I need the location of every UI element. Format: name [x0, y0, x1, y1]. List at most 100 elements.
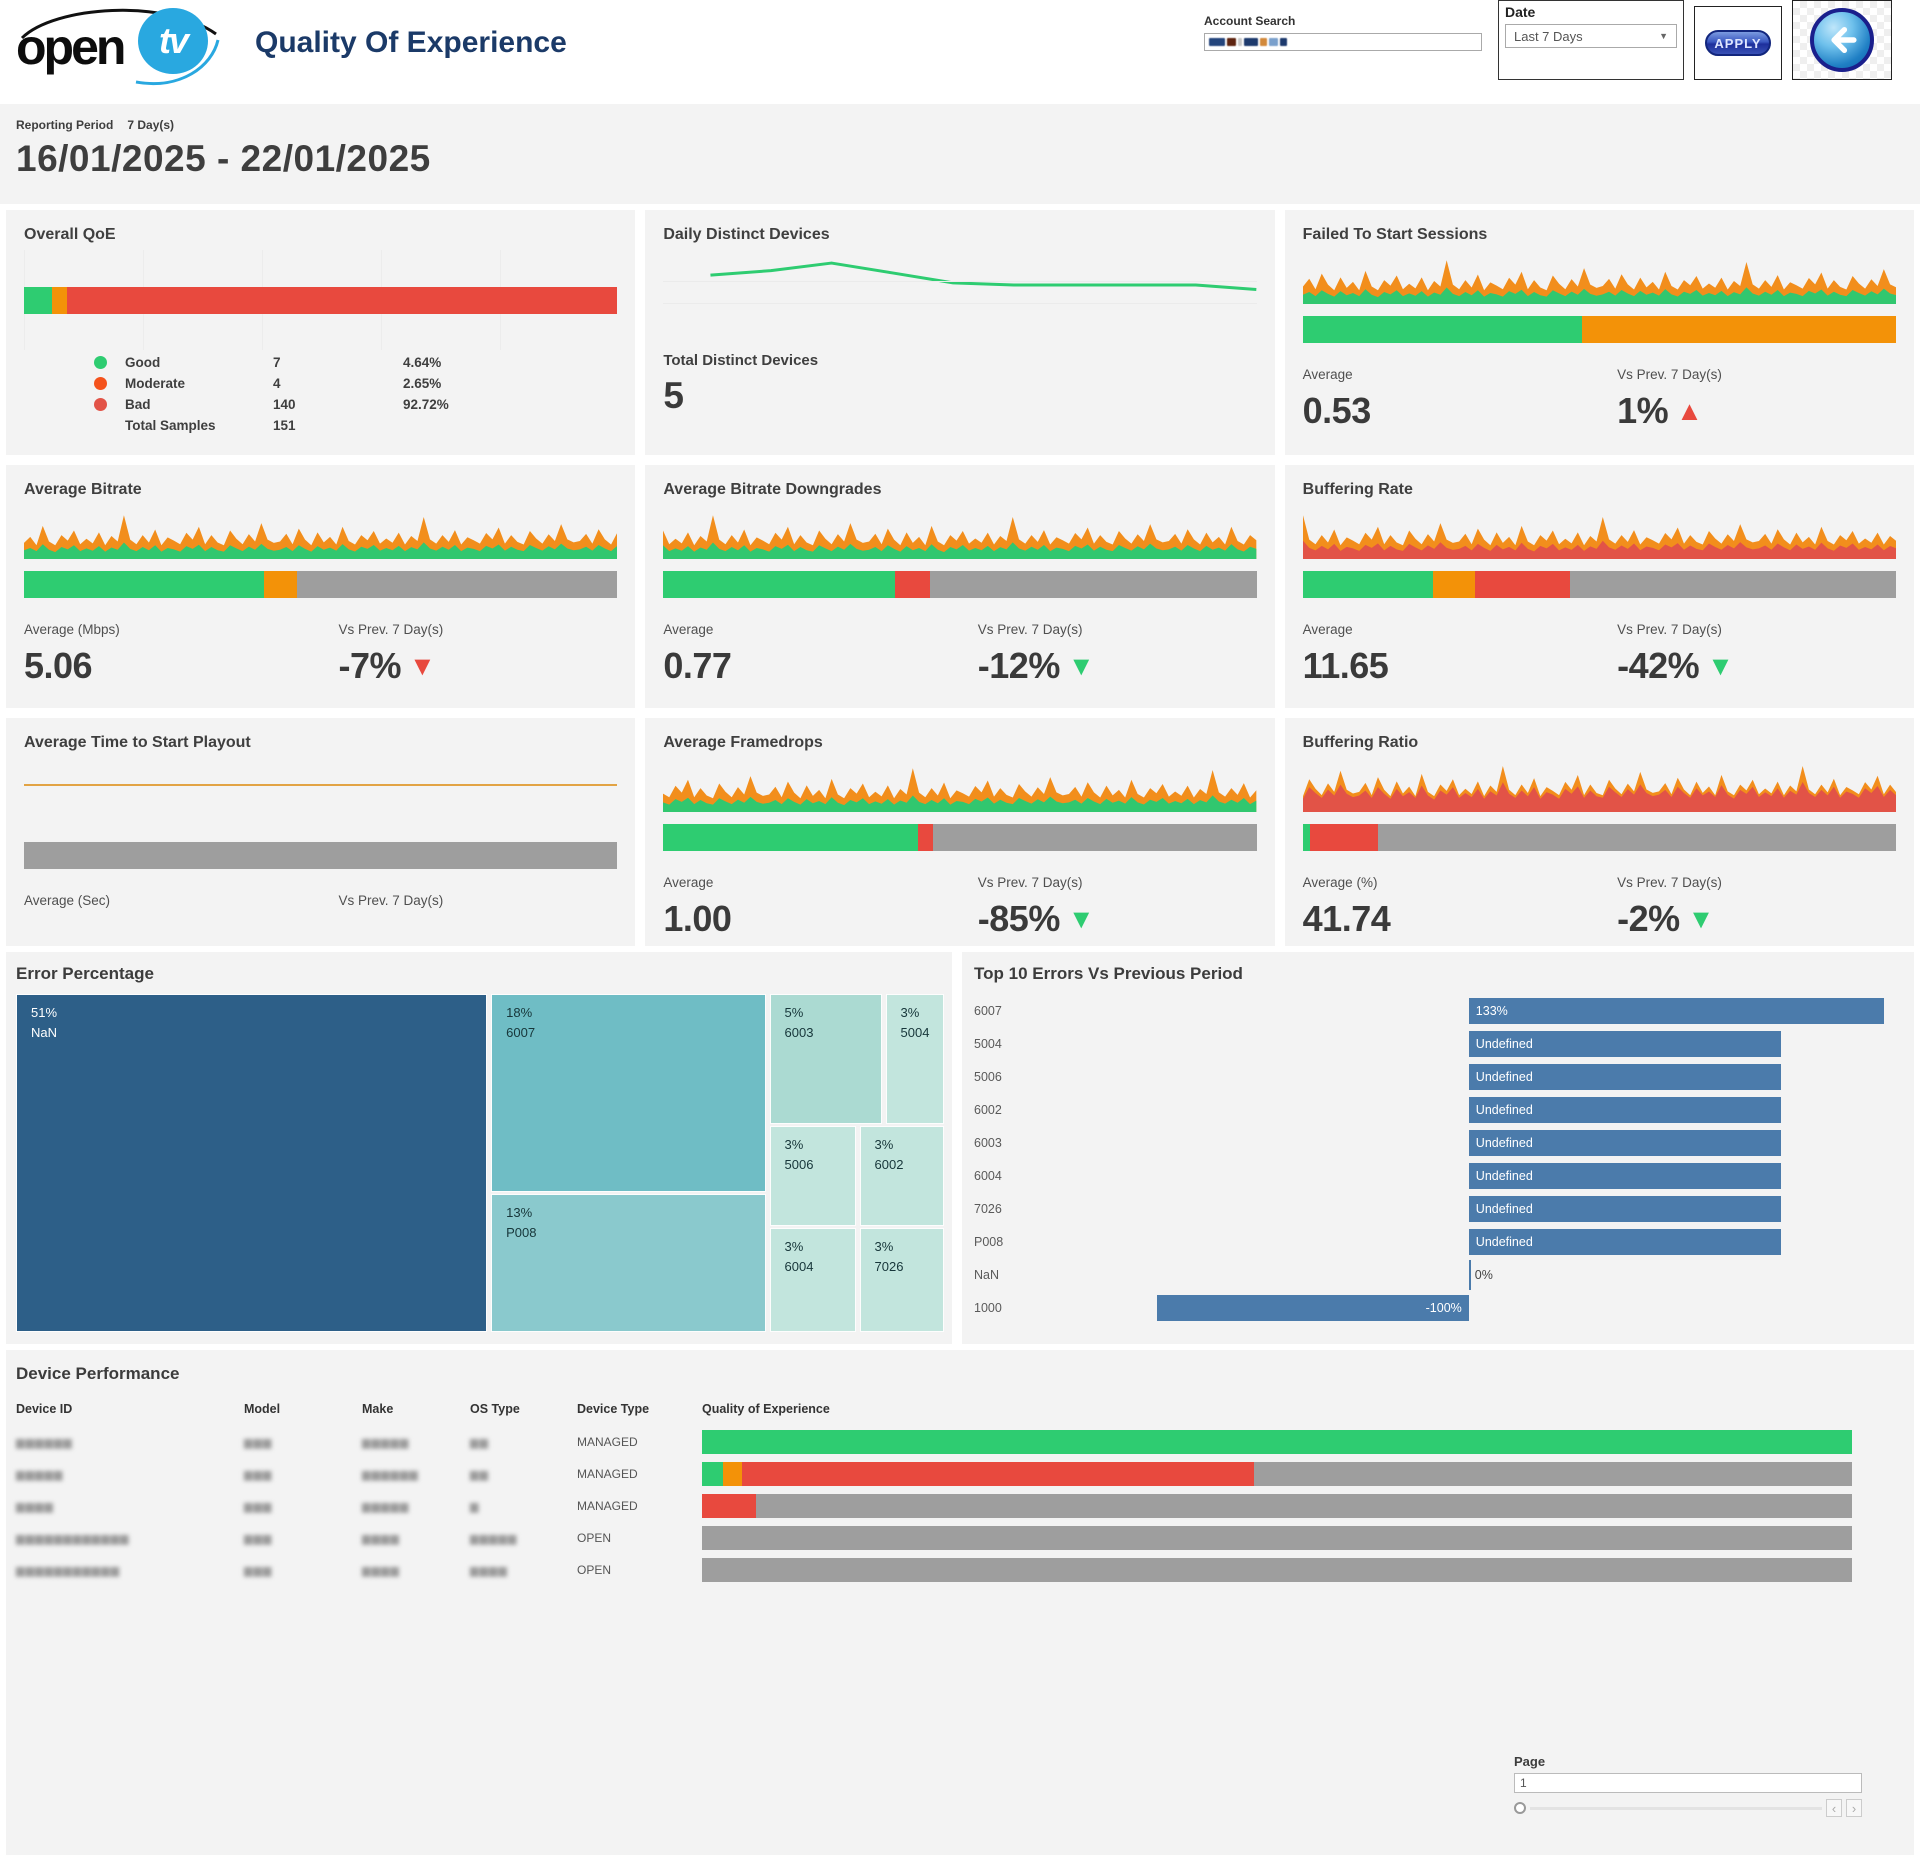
- treemap-node-code: 6003: [784, 1024, 814, 1040]
- bar-segment: [933, 824, 1257, 851]
- bar-segment: [24, 286, 52, 314]
- treemap-node-5006[interactable]: 3% 5006: [769, 1126, 856, 1227]
- top10-plot: Undefined: [1154, 1229, 1900, 1255]
- legend-count: 4: [273, 376, 281, 391]
- reporting-period-label: Reporting Period 7 Day(s): [16, 118, 1920, 132]
- device-type-value: MANAGED: [577, 1435, 638, 1449]
- back-button[interactable]: [1810, 8, 1874, 72]
- device-type-cell: OPEN: [577, 1554, 702, 1586]
- redacted-text: ▆▆▆▆▆: [16, 1468, 64, 1481]
- account-search-input[interactable]: [1204, 33, 1482, 51]
- treemap-node-7026[interactable]: 3% 7026: [859, 1228, 944, 1332]
- legend-label: Total Samples: [125, 418, 216, 433]
- bar-segment: [1309, 824, 1378, 851]
- treemap-node-code: 7026: [874, 1258, 904, 1274]
- card-title-average-time-to-start-playout: Average Time to Start Playout: [24, 734, 251, 751]
- top10-plot: Undefined: [1154, 1163, 1900, 1189]
- stat-label: Vs Prev. 7 Day(s): [1617, 875, 1722, 890]
- stat-value: -7% ▼: [338, 645, 617, 687]
- device-performance-panel: Device Performance Device ID Model Make OS …: [6, 1350, 1914, 1855]
- top10-bar-P008[interactable]: Undefined: [1468, 1229, 1781, 1255]
- top10-row-6002: 6002 Undefined: [974, 1097, 1900, 1123]
- page-slider-track[interactable]: [1530, 1806, 1822, 1810]
- redacted-text: ▆▆▆▆: [470, 1564, 508, 1577]
- card-stats: Average (Sec) Vs Prev. 7 Day(s): [24, 893, 617, 908]
- device-qoe-bar: [702, 1558, 1852, 1582]
- treemap-node-percent: 18%: [506, 1005, 533, 1020]
- stat-block: Average (%) 41.74: [1303, 875, 1617, 940]
- treemap-node-percent: 5%: [784, 1005, 804, 1020]
- bar-segment: [51, 286, 68, 314]
- treemap-node-percent: 13%: [506, 1205, 533, 1221]
- treemap-node-6003[interactable]: 5% 6003: [769, 994, 882, 1125]
- stat-label: Vs Prev. 7 Day(s): [338, 893, 444, 908]
- treemap-node-6007[interactable]: 18% 6007: [491, 994, 766, 1193]
- redacted-text: ▆▆▆▆▆▆▆▆▆▆▆▆: [16, 1532, 130, 1545]
- legend-count: 151: [273, 418, 296, 433]
- device-type-value: OPEN: [577, 1563, 612, 1577]
- legend-label: Moderate: [125, 376, 186, 391]
- top10-category-label: P008: [974, 1235, 1004, 1249]
- stat-label: Average (%): [1302, 875, 1378, 890]
- top10-bar-1000[interactable]: -100%: [1156, 1295, 1469, 1321]
- treemap-node-code: 6002: [874, 1156, 904, 1172]
- top10-row-5006: 5006 Undefined: [974, 1064, 1900, 1090]
- metric-progress-bar: [1302, 571, 1896, 598]
- treemap-node-percent: 3%: [784, 1137, 804, 1153]
- sparkline-chart: [1302, 513, 1896, 559]
- redacted-text-block: [1269, 38, 1278, 46]
- top10-row-NaN: NaN 0%: [974, 1260, 1900, 1290]
- stat-value: 1.00: [663, 898, 977, 940]
- top10-category-label: 5006: [974, 1070, 1002, 1084]
- top10-errors-chart: 6007 133% 5004 Undefined 5006 Undefined 6002 Un…: [974, 998, 1900, 1321]
- qoe-cell: [702, 1458, 1852, 1490]
- metric-progress-bar: [663, 824, 1257, 851]
- redacted-text: ▆▆: [470, 1468, 489, 1481]
- top10-category-label: 1000: [974, 1301, 1002, 1315]
- top10-bar-5006[interactable]: Undefined: [1468, 1064, 1781, 1090]
- redacted-text: ▆▆▆: [244, 1500, 273, 1513]
- column-header: Quality of Experience: [702, 1402, 830, 1416]
- date-select[interactable]: Last 7 Days ▼: [1505, 24, 1677, 48]
- stat-value: 11.65: [1303, 645, 1617, 687]
- page-slider: ‹ ›: [1514, 1799, 1862, 1817]
- qoe-legend: Good 7 4.64% Moderate 4 2.65% Bad 140 92.72% Tota…: [24, 352, 617, 436]
- redacted-text: ▆▆▆▆▆: [470, 1532, 518, 1545]
- error-percentage-treemap: 51% NaN 18% 6007 13% P008 5% 6003 3% 5004 3% 5006 3%…: [16, 994, 944, 1332]
- treemap-node-6004[interactable]: 3% 6004: [769, 1228, 856, 1332]
- top10-bar-6004[interactable]: Undefined: [1468, 1163, 1781, 1189]
- metric-progress-bar: [24, 842, 618, 869]
- page-number-input[interactable]: [1514, 1773, 1862, 1793]
- kpi-cards-grid: Overall QoE Good 7 4.64% Moderate 4 2.65% Bad 14…: [6, 210, 1914, 946]
- treemap-node-percent: 3%: [900, 1005, 920, 1020]
- top10-bar-6003[interactable]: Undefined: [1468, 1130, 1781, 1156]
- reporting-period-text: Reporting Period: [16, 118, 114, 132]
- pagination-control: Page ‹ ›: [1514, 1754, 1862, 1817]
- stat-number: -42%: [1617, 645, 1700, 686]
- top10-bar-7026[interactable]: Undefined: [1468, 1196, 1781, 1222]
- treemap-node-6002[interactable]: 3% 6002: [859, 1126, 944, 1227]
- top10-plot: Undefined: [1154, 1064, 1900, 1090]
- logo-text-tv: tv: [158, 20, 189, 61]
- stat-value: -12% ▼: [978, 645, 1257, 687]
- bar-segment: [702, 1494, 757, 1518]
- top10-bar-6007[interactable]: 133%: [1468, 998, 1884, 1024]
- top10-bar-5004[interactable]: Undefined: [1468, 1031, 1781, 1057]
- page-prev-button[interactable]: ‹: [1826, 1799, 1842, 1817]
- flat-trend-line: [24, 784, 618, 786]
- legend-row: Good 7 4.64%: [24, 352, 617, 373]
- treemap-node-NaN[interactable]: 51% NaN: [16, 994, 488, 1332]
- top10-bar-6002[interactable]: Undefined: [1468, 1097, 1781, 1123]
- stat-number: 11.65: [1302, 645, 1389, 686]
- trend-down-icon: ▼: [1067, 650, 1095, 681]
- page-next-button[interactable]: ›: [1846, 1799, 1862, 1817]
- qoe-cell: [702, 1490, 1852, 1522]
- apply-button[interactable]: APPLY: [1705, 30, 1771, 56]
- treemap-node-5004[interactable]: 3% 5004: [885, 994, 944, 1125]
- model-cell: ▆▆▆: [244, 1554, 362, 1586]
- top10-bar-value: 0%: [1474, 1268, 1493, 1282]
- legend-dot-icon: [94, 398, 107, 411]
- metric-progress-bar: [1302, 824, 1896, 851]
- treemap-node-P008[interactable]: 13% P008: [491, 1194, 766, 1332]
- page-slider-handle[interactable]: [1514, 1802, 1526, 1814]
